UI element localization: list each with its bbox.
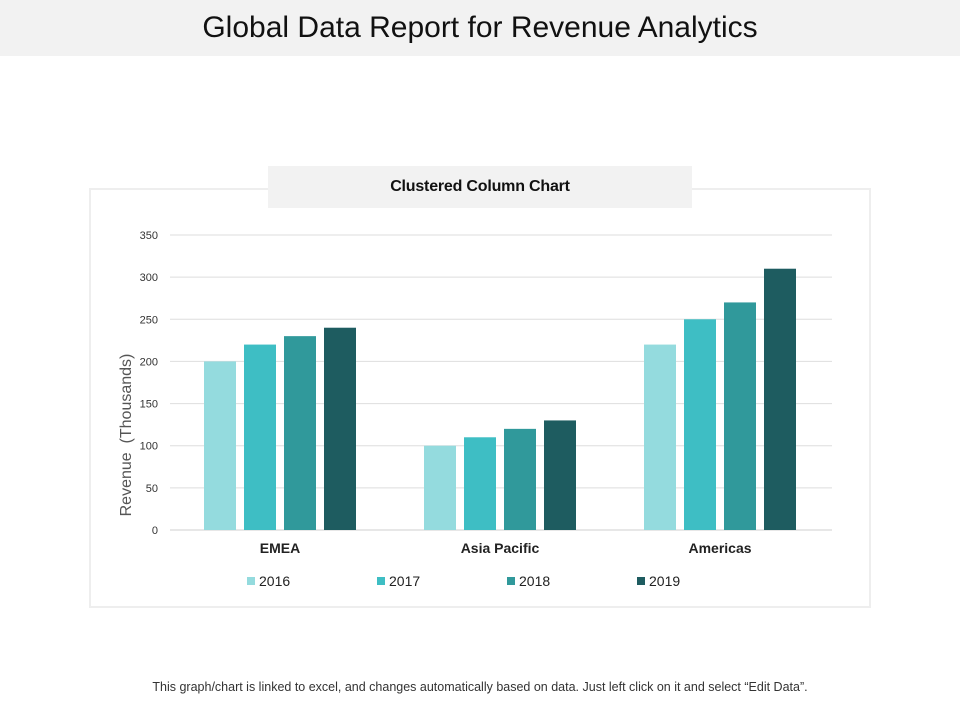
bar-2017-asia-pacific[interactable] <box>464 437 496 530</box>
bar-2016-americas[interactable] <box>644 344 676 530</box>
y-tick-label: 0 <box>152 525 158 537</box>
y-tick-label: 300 <box>140 272 158 284</box>
y-tick-label: 50 <box>146 483 158 495</box>
y-axis-label: Revenue (Thousands) <box>118 354 135 517</box>
gridlines <box>170 234 832 531</box>
y-axis-ticks: 0 50 100 150 200 250 300 350 <box>140 230 158 537</box>
legend: 2016 2017 2018 2019 <box>247 573 680 589</box>
bar-2018-asia-pacific[interactable] <box>504 428 536 530</box>
y-tick-label: 250 <box>140 314 158 326</box>
x-axis-categories: EMEA Asia Pacific Americas <box>260 540 752 556</box>
bar-2017-americas[interactable] <box>684 319 716 530</box>
bar-2018-emea[interactable] <box>284 336 316 530</box>
y-tick-label: 100 <box>140 441 158 453</box>
legend-swatch-2017 <box>377 577 385 585</box>
legend-label-2017: 2017 <box>389 573 420 589</box>
bar-2019-emea[interactable] <box>324 327 356 530</box>
x-category-label: EMEA <box>260 540 300 556</box>
bar-2019-asia-pacific[interactable] <box>544 420 576 530</box>
bar-2019-americas[interactable] <box>764 268 796 530</box>
chart-title: Clustered Column Chart <box>268 166 692 208</box>
legend-label-2018: 2018 <box>519 573 550 589</box>
legend-swatch-2019 <box>637 577 645 585</box>
bars <box>204 268 796 530</box>
page-title: Global Data Report for Revenue Analytics <box>202 11 758 44</box>
x-category-label: Americas <box>688 540 751 556</box>
y-tick-label: 350 <box>140 230 158 242</box>
bar-2018-americas[interactable] <box>724 302 756 530</box>
bar-2016-asia-pacific[interactable] <box>424 445 456 530</box>
legend-label-2019: 2019 <box>649 573 680 589</box>
bar-2017-emea[interactable] <box>244 344 276 530</box>
legend-swatch-2016 <box>247 577 255 585</box>
legend-swatch-2018 <box>507 577 515 585</box>
legend-label-2016: 2016 <box>259 573 290 589</box>
x-category-label: Asia Pacific <box>461 540 540 556</box>
y-tick-label: 200 <box>140 356 158 368</box>
footer-note: This graph/chart is linked to excel, and… <box>152 680 808 694</box>
bar-2016-emea[interactable] <box>204 361 236 530</box>
y-tick-label: 150 <box>140 399 158 411</box>
title-bar: Global Data Report for Revenue Analytics <box>0 0 960 56</box>
